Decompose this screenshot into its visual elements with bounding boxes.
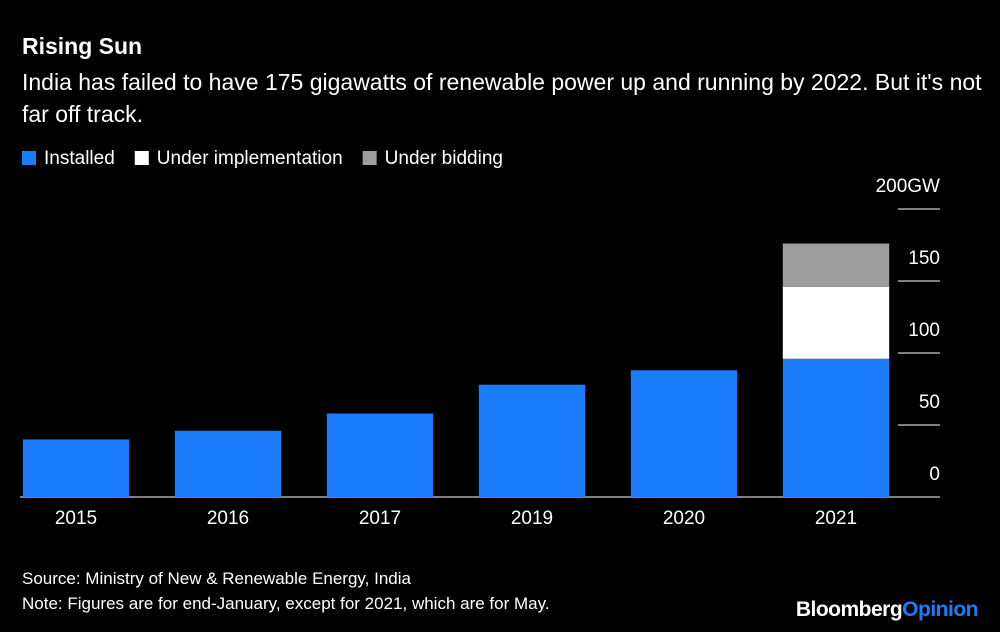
y-tick-label: 0 [929, 464, 940, 485]
legend-swatch [134, 151, 149, 165]
y-tick-label: 200GW [876, 176, 940, 197]
legend-swatch [22, 151, 36, 165]
bar-segment [174, 430, 282, 497]
bar-segment [782, 243, 890, 287]
y-tick-label: 100 [908, 320, 940, 341]
bar-segment [630, 370, 738, 497]
x-tick-label: 2016 [207, 508, 249, 529]
brand-suffix: Opinion [902, 598, 978, 621]
y-tick-label: 50 [919, 392, 940, 413]
legend-label: Installed [44, 148, 115, 169]
x-tick-label: 2021 [815, 508, 857, 529]
chart-title: Rising Sun [22, 33, 143, 59]
x-tick-label: 2019 [511, 508, 553, 529]
source: Source: Ministry of New & Renewable Ener… [22, 569, 411, 588]
brand: BloombergOpinion [795, 598, 979, 622]
legend-label: Under implementation [157, 148, 343, 169]
chart-subtitle: India has failed to have 175 gigawatts o… [22, 69, 982, 127]
bar-segment [326, 413, 434, 497]
x-tick-label: 2020 [663, 508, 705, 529]
y-tick-label: 150 [908, 248, 940, 269]
x-tick-label: 2017 [359, 508, 401, 529]
bar-segment [478, 384, 586, 497]
note: Note: Figures are for end-January, excep… [22, 594, 550, 613]
bar-segment [22, 439, 130, 497]
bar-segment [782, 358, 890, 497]
x-tick-label: 2015 [55, 508, 97, 529]
legend-swatch [362, 151, 377, 165]
brand-name: Bloomberg [795, 598, 903, 621]
legend-label: Under bidding [385, 148, 503, 169]
chart: Installed Under implementation Under biddi… [20, 148, 940, 529]
bar-segment [782, 286, 890, 359]
